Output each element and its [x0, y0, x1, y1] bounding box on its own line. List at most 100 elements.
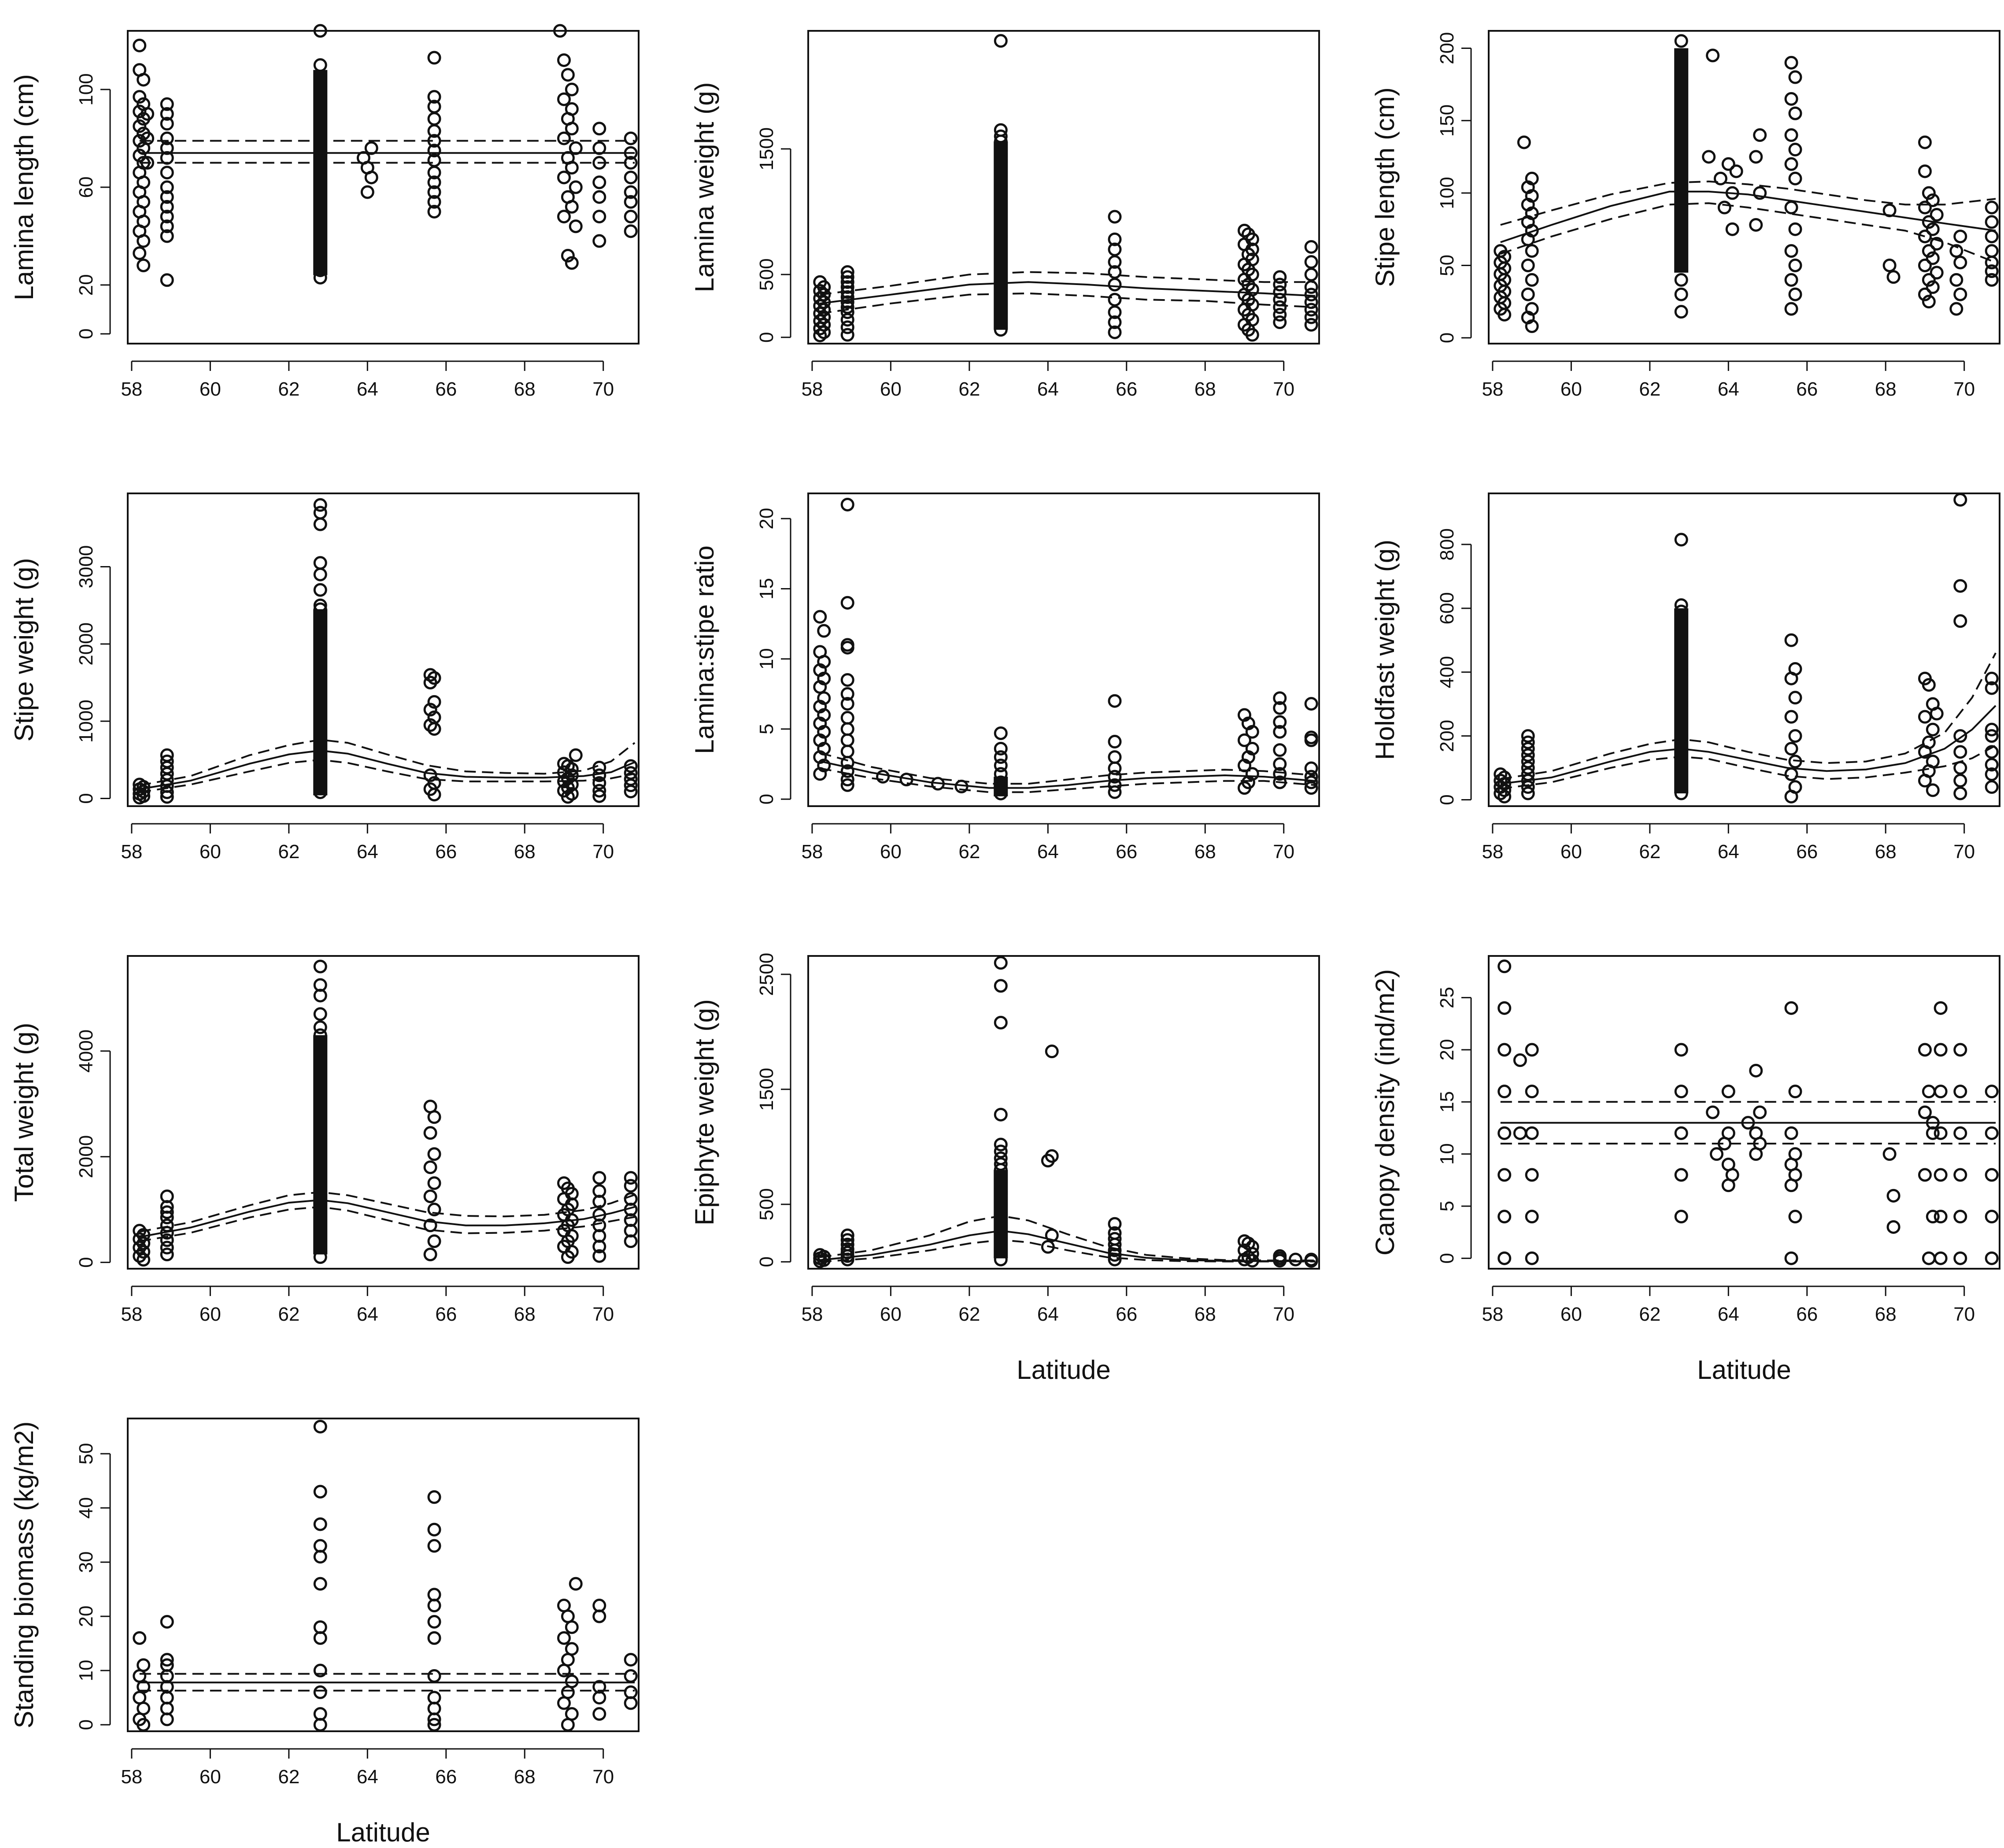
data-point — [1934, 1043, 1948, 1057]
y-tick-label: 800 — [1436, 528, 1458, 560]
data-point — [565, 82, 579, 96]
data-point — [1108, 785, 1122, 799]
data-point — [1304, 240, 1318, 254]
data-point — [1784, 671, 1798, 685]
confidence-band-line — [820, 767, 1316, 793]
data-point — [160, 1233, 174, 1247]
data-point — [1273, 285, 1287, 299]
y-tick-label: 30 — [75, 1552, 97, 1573]
data-point — [1953, 1126, 1967, 1140]
x-tick-label: 64 — [1718, 378, 1739, 400]
data-point — [1985, 1210, 1999, 1224]
data-point — [427, 788, 441, 802]
data-points — [1494, 34, 1999, 333]
y-tick-label: 15 — [756, 578, 777, 600]
data-point — [592, 234, 606, 248]
data-point — [313, 637, 327, 651]
x-tick-label: 60 — [200, 378, 221, 400]
x-axis: 58 60 62 64 66 68 70 — [1482, 360, 1975, 400]
data-point — [313, 175, 327, 189]
y-tick-label: 10 — [1436, 1143, 1458, 1165]
data-point — [1918, 230, 1932, 244]
data-point — [1521, 259, 1535, 272]
x-tick-label: 70 — [1273, 1304, 1294, 1325]
data-point — [160, 1701, 174, 1715]
data-point — [624, 1696, 638, 1710]
data-point — [624, 1171, 638, 1185]
x-axis: 58 60 62 64 66 68 70 — [1482, 1285, 1975, 1325]
data-point — [1713, 171, 1727, 185]
x-tick-label: 58 — [801, 378, 823, 400]
data-point — [1985, 1168, 1999, 1182]
y-tick-label: 20 — [75, 1606, 97, 1627]
data-point — [1721, 1178, 1735, 1192]
data-point — [423, 1160, 437, 1174]
data-point — [1237, 1243, 1251, 1257]
data-point — [840, 596, 854, 610]
data-point — [840, 300, 854, 314]
data-point — [133, 119, 147, 133]
data-point — [1922, 295, 1936, 309]
data-point — [137, 1718, 151, 1732]
y-tick-label: 2000 — [75, 1135, 97, 1178]
data-point — [1497, 959, 1512, 974]
y-tick-label: 2000 — [75, 622, 97, 666]
y-tick-label: 1000 — [75, 700, 97, 743]
data-point — [313, 1620, 327, 1634]
y-tick-label: 10 — [756, 648, 777, 670]
fitted-line — [820, 760, 1316, 789]
data-point — [994, 1144, 1008, 1159]
y-tick-label: 2500 — [756, 953, 777, 996]
x-tick-label: 60 — [200, 1304, 221, 1325]
data-point — [313, 583, 327, 597]
data-point — [569, 219, 583, 233]
confidence-band-line — [1500, 180, 1996, 226]
data-point — [1729, 164, 1743, 178]
data-point — [1497, 789, 1512, 804]
y-axis: 0 5 10 15 20 25 — [1436, 987, 1472, 1264]
x-tick-label: 58 — [121, 841, 142, 863]
data-point — [313, 1070, 327, 1085]
data-point — [427, 1110, 441, 1124]
data-point — [1273, 300, 1287, 314]
y-tick-label: 3000 — [75, 545, 97, 589]
data-point — [561, 790, 575, 804]
data-point — [313, 1718, 327, 1732]
data-point — [1882, 1147, 1897, 1161]
y-tick-label: 5 — [756, 724, 777, 734]
data-point — [840, 697, 854, 711]
data-point — [1304, 280, 1318, 294]
data-point — [1918, 745, 1932, 759]
data-point — [1674, 1085, 1688, 1099]
data-point — [133, 1691, 147, 1705]
data-point — [1886, 1189, 1900, 1203]
data-point — [313, 24, 327, 38]
y-axis-title: Canopy density (ind/m2) — [1370, 969, 1400, 1255]
data-point — [137, 1245, 151, 1259]
data-point — [1784, 633, 1798, 647]
data-point — [1108, 735, 1122, 749]
data-point — [160, 107, 174, 121]
confidence-band-line — [820, 1215, 1316, 1262]
data-point — [160, 1653, 174, 1667]
x-tick-label: 62 — [958, 1304, 980, 1325]
data-point — [427, 1522, 441, 1537]
data-point — [141, 131, 155, 145]
data-point — [840, 275, 854, 289]
plot-frame — [807, 955, 1320, 1270]
data-point — [565, 256, 579, 270]
data-point — [840, 755, 854, 770]
data-point — [160, 1712, 174, 1726]
data-point — [994, 134, 1008, 148]
data-point — [427, 1203, 441, 1217]
x-tick-label: 64 — [357, 841, 378, 863]
data-point — [569, 180, 583, 194]
y-axis: 0 200 400 600 800 — [1436, 528, 1472, 805]
data-point — [1304, 318, 1318, 332]
panel-holdfast-weight: 58 60 62 64 66 68 70 0 200 400 600 800 Holdfast weig… — [1370, 493, 2000, 863]
y-tick-label: 60 — [75, 177, 97, 198]
confidence-band-line — [1500, 202, 1996, 263]
data-point — [840, 1233, 854, 1247]
data-point — [1922, 1251, 1936, 1265]
data-point — [1525, 1210, 1539, 1224]
